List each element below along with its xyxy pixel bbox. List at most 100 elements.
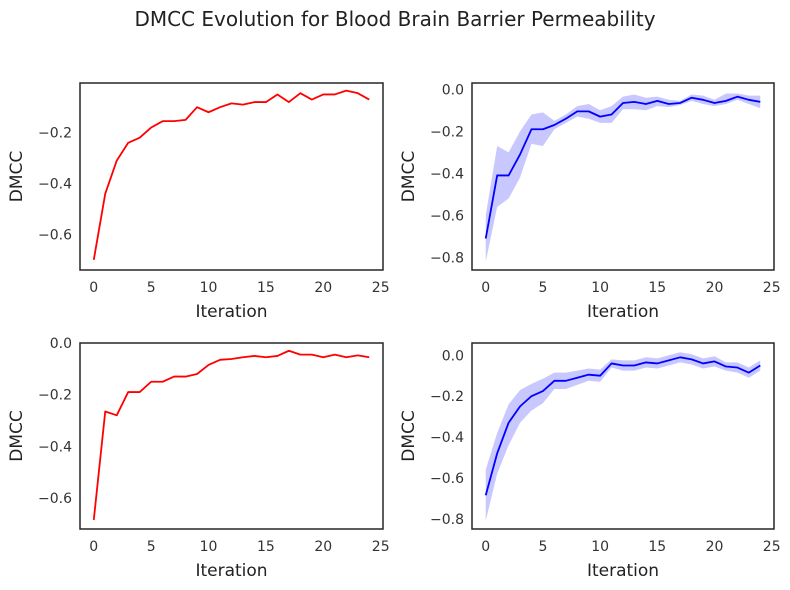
y-tick-label: −0.4 <box>430 166 464 182</box>
data-point <box>702 362 704 364</box>
data-point <box>496 452 498 454</box>
data-point <box>599 115 601 117</box>
data-point <box>610 362 612 364</box>
y-tick-label: −0.4 <box>38 177 72 193</box>
data-point <box>207 111 209 113</box>
data-point <box>299 92 301 94</box>
y-tick-label: −0.6 <box>430 471 464 487</box>
data-point <box>485 237 487 239</box>
x-tick-label: 15 <box>648 280 666 296</box>
data-point <box>576 110 578 112</box>
y-tick-label: −0.6 <box>430 208 464 224</box>
y-axis-label: DMCC <box>399 410 419 462</box>
confidence-band <box>485 93 761 262</box>
y-tick-label: −0.2 <box>430 124 464 140</box>
data-point <box>138 391 140 393</box>
data-point <box>311 98 313 100</box>
data-point <box>322 93 324 95</box>
data-point <box>265 101 267 103</box>
data-point <box>230 358 232 360</box>
plot-frame <box>471 82 775 271</box>
y-tick-label: −0.4 <box>430 430 464 446</box>
data-point <box>288 350 290 352</box>
data-point <box>127 391 129 393</box>
y-tick-label: −0.6 <box>38 491 72 507</box>
plot-frame <box>79 82 384 271</box>
data-point <box>161 381 163 383</box>
y-tick-label: −0.2 <box>38 126 72 142</box>
x-tick-label: 5 <box>538 539 547 555</box>
data-point <box>184 119 186 121</box>
data-point <box>299 353 301 355</box>
x-tick-label: 0 <box>481 280 490 296</box>
confidence-band <box>485 352 761 521</box>
data-point <box>116 159 118 161</box>
data-point <box>196 373 198 375</box>
x-tick-label: 5 <box>538 280 547 296</box>
x-tick-label: 20 <box>706 280 724 296</box>
data-point <box>288 101 290 103</box>
data-point <box>542 390 544 392</box>
x-tick-label: 15 <box>257 539 275 555</box>
data-point <box>242 356 244 358</box>
data-point <box>345 89 347 91</box>
data-point <box>530 128 532 130</box>
y-tick-label: −0.4 <box>38 439 72 455</box>
data-point <box>184 375 186 377</box>
x-axis-label: Iteration <box>195 302 267 322</box>
data-point <box>530 395 532 397</box>
x-tick-label: 15 <box>648 539 666 555</box>
series-line <box>484 95 761 239</box>
y-tick-label: −0.6 <box>38 227 72 243</box>
data-point <box>357 92 359 94</box>
y-tick-label: −0.8 <box>430 250 464 266</box>
x-tick-label: 25 <box>763 280 781 296</box>
data-point <box>368 356 370 358</box>
data-point <box>690 358 692 360</box>
y-tick-label: 0.0 <box>442 82 464 98</box>
data-point <box>587 110 589 112</box>
y-tick-label: −0.8 <box>430 512 464 528</box>
series-line <box>92 89 370 260</box>
x-tick-label: 5 <box>147 539 156 555</box>
subplot-3: 0 5 10 15 20 25 −0.6 −0.4 −0.2 0.0 Iteration DMCC <box>7 336 390 581</box>
data-point <box>645 361 647 363</box>
figure-title: DMCC Evolution for Blood Brain Barrier P… <box>134 7 655 31</box>
data-point <box>207 364 209 366</box>
data-point <box>668 103 670 105</box>
y-axis-label: DMCC <box>7 410 27 462</box>
y-axis-label: DMCC <box>7 151 27 203</box>
data-point <box>242 103 244 105</box>
data-point <box>622 102 624 104</box>
series-line <box>92 349 370 521</box>
data-point <box>150 381 152 383</box>
data-point <box>519 405 521 407</box>
data-point <box>576 377 578 379</box>
data-point <box>622 364 624 366</box>
data-point <box>93 259 95 261</box>
data-point <box>265 356 267 358</box>
data-point <box>127 142 129 144</box>
data-point <box>690 97 692 99</box>
data-point <box>519 153 521 155</box>
x-tick-label: 25 <box>763 539 781 555</box>
plot-frame <box>471 342 775 530</box>
y-tick-label: 0.0 <box>50 336 72 352</box>
x-tick-label: 25 <box>372 280 390 296</box>
data-point <box>553 124 555 126</box>
data-point <box>161 120 163 122</box>
y-tick-label: 0.0 <box>442 348 464 364</box>
data-point <box>334 93 336 95</box>
x-tick-label: 20 <box>314 539 332 555</box>
data-point <box>656 362 658 364</box>
data-point <box>219 359 221 361</box>
data-point <box>713 360 715 362</box>
data-point <box>485 494 487 496</box>
data-point <box>542 128 544 130</box>
data-point <box>322 356 324 358</box>
data-point <box>311 353 313 355</box>
x-tick-label: 0 <box>89 539 98 555</box>
x-tick-label: 10 <box>591 280 609 296</box>
data-point <box>173 375 175 377</box>
data-point <box>553 380 555 382</box>
